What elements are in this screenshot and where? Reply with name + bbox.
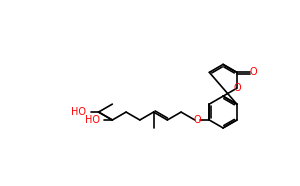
Text: HO: HO	[71, 107, 86, 117]
Text: O: O	[233, 83, 241, 93]
Text: HO: HO	[85, 115, 100, 125]
Text: O: O	[249, 67, 257, 77]
Text: O: O	[194, 115, 201, 125]
